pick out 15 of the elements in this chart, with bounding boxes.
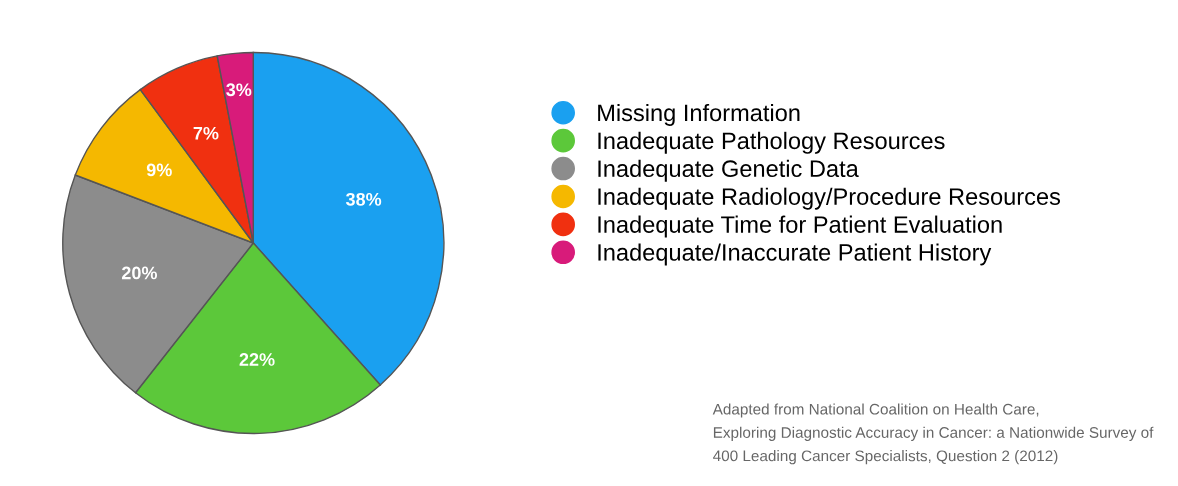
legend-label: Inadequate Radiology/Procedure Resources [598, 187, 1061, 210]
data-label: 38% [345, 192, 382, 206]
data-label: 3% [226, 83, 252, 97]
legend-label: Missing Information [598, 103, 800, 126]
data-label: 9% [146, 163, 172, 177]
legend-label: Inadequate Pathology Resources [598, 131, 945, 154]
legend-label: Inadequate Time for Patient Evaluation [598, 215, 1002, 238]
text: Exploring Diagnostic Accuracy in Cancer: a Nationwide Survey of [713, 426, 1154, 441]
data-label: 7% [193, 126, 219, 140]
text: Adapted from National Coalition on Health Care, [712, 403, 1039, 418]
legend-label: Inadequate/Inaccurate Patient History [598, 243, 992, 266]
text: 400 Leading Cancer Specialists, Question 2 (2012) [713, 450, 1058, 465]
legend-label: Inadequate Genetic Data [598, 159, 859, 182]
data-label: 20% [121, 266, 158, 280]
data-label: 22% [239, 353, 275, 366]
